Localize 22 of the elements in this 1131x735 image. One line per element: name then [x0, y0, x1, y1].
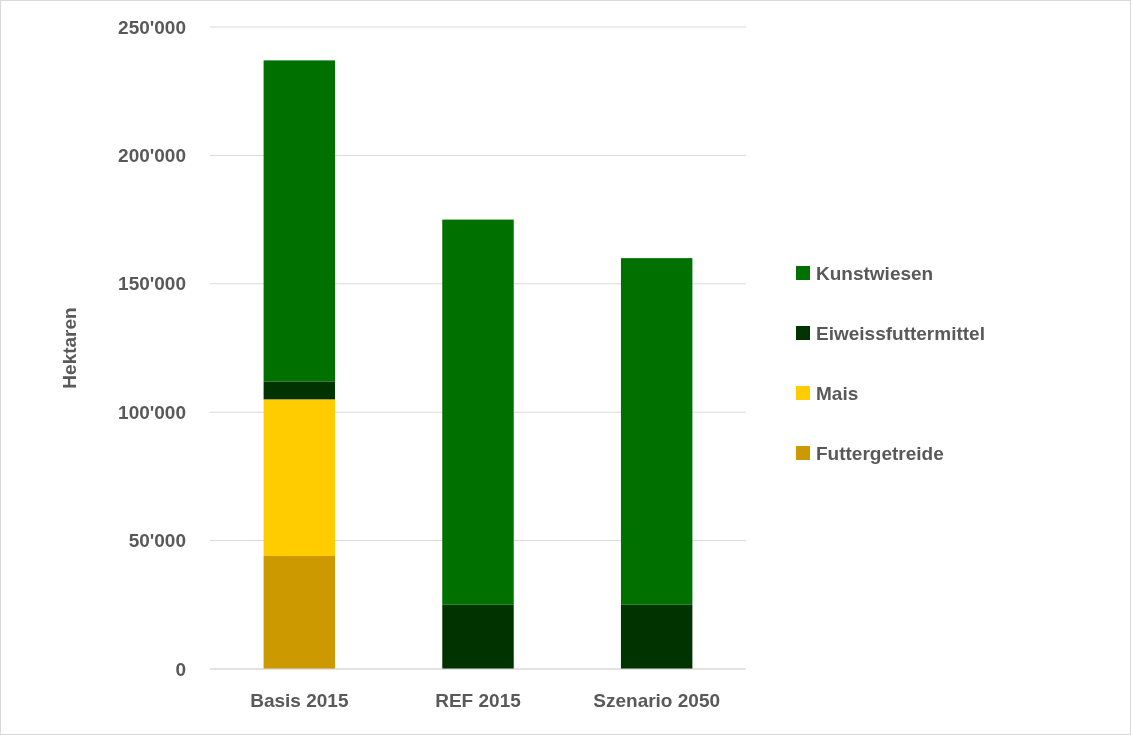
y-tick-label: 50'000: [128, 530, 186, 552]
bar: [442, 219, 514, 605]
bar: [263, 399, 336, 557]
legend-label: Futtergetreide: [816, 442, 944, 464]
y-tick-label: 100'000: [118, 401, 186, 423]
y-tick-label: 200'000: [118, 145, 186, 167]
bar: [263, 60, 336, 382]
legend-label: Mais: [816, 382, 859, 404]
bar: [620, 258, 693, 605]
bar: [263, 381, 336, 400]
bar: [263, 556, 336, 669]
x-tick-label: Szenario 2050: [593, 690, 721, 711]
bar: [620, 604, 693, 669]
y-tick-label: 250'000: [118, 16, 186, 38]
bar: [442, 604, 514, 669]
x-tick-label: REF 2015: [435, 690, 522, 711]
legend-label: Eiweissfuttermittel: [816, 322, 985, 344]
y-tick-label: 150'000: [118, 273, 186, 295]
x-tick-label: Basis 2015: [250, 690, 349, 711]
y-tick-label: 0: [175, 658, 186, 680]
y-axis-title: Hektaren: [59, 307, 80, 389]
legend-label: Kunstwiesen: [816, 262, 934, 284]
